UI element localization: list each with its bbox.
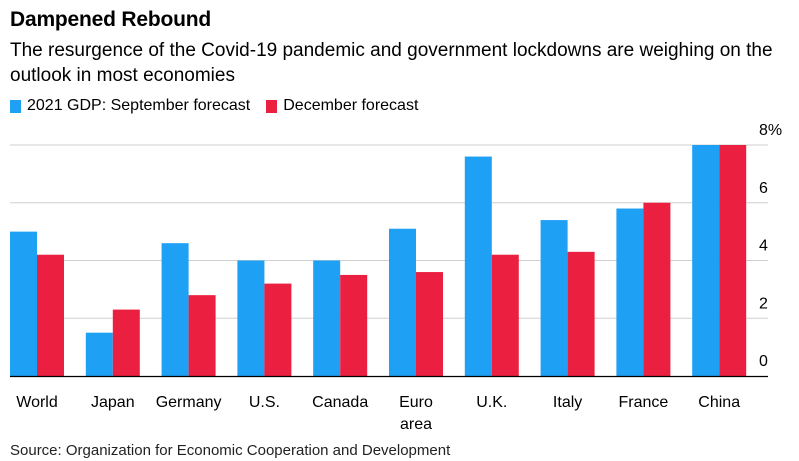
x-tick-label: U.S. bbox=[249, 394, 280, 411]
x-tick-label: Japan bbox=[91, 394, 135, 411]
bar-september bbox=[161, 243, 189, 376]
bar-september bbox=[464, 156, 492, 376]
y-tick-label: 6 bbox=[759, 180, 768, 197]
x-tick-label: Canada bbox=[312, 394, 368, 411]
bar-september bbox=[85, 332, 113, 376]
y-tick-label: 0 bbox=[759, 353, 768, 370]
bar-december bbox=[340, 274, 368, 376]
legend-label-december: December forecast bbox=[283, 97, 419, 114]
x-tick-label: Italy bbox=[553, 394, 582, 411]
legend-swatch-september bbox=[10, 99, 21, 113]
x-tick-label: Germany bbox=[156, 394, 222, 411]
bar-september bbox=[389, 228, 416, 376]
chart-title: Dampened Rebound bbox=[10, 8, 211, 31]
bar-september bbox=[692, 145, 720, 376]
bar-december bbox=[416, 272, 443, 376]
bar-december bbox=[112, 309, 140, 376]
bar-december bbox=[567, 251, 595, 376]
bar-september bbox=[540, 220, 568, 376]
x-tick-label: France bbox=[619, 394, 669, 411]
bar-september bbox=[237, 260, 265, 376]
bar-december bbox=[264, 283, 292, 376]
legend-swatch-december bbox=[266, 99, 278, 113]
bar-december bbox=[188, 295, 216, 376]
bar-december bbox=[643, 202, 671, 376]
y-tick-label: 2 bbox=[759, 295, 768, 312]
y-tick-label: 4 bbox=[759, 238, 768, 255]
x-tick-label: World bbox=[16, 394, 58, 411]
legend: 2021 GDP: September forecast December fo… bbox=[10, 97, 434, 115]
y-tick-label: 8% bbox=[759, 122, 782, 139]
chart-subtitle: The resurgence of the Covid-19 pandemic … bbox=[10, 40, 773, 86]
legend-item-september: 2021 GDP: September forecast bbox=[10, 97, 250, 115]
bar-september bbox=[313, 260, 341, 376]
source-note: Source: Organization for Economic Cooper… bbox=[10, 442, 451, 459]
bar-september bbox=[10, 231, 37, 376]
x-tick-label: China bbox=[698, 394, 740, 411]
x-tick-label: Euro area bbox=[399, 394, 433, 433]
x-tick-label: U.K. bbox=[476, 394, 507, 411]
bar-september bbox=[616, 208, 644, 376]
bar-december bbox=[37, 254, 64, 376]
legend-item-december: December forecast bbox=[266, 97, 418, 115]
legend-label-september: 2021 GDP: September forecast bbox=[27, 97, 251, 114]
bar-december bbox=[491, 254, 519, 376]
bar-december bbox=[719, 145, 747, 376]
